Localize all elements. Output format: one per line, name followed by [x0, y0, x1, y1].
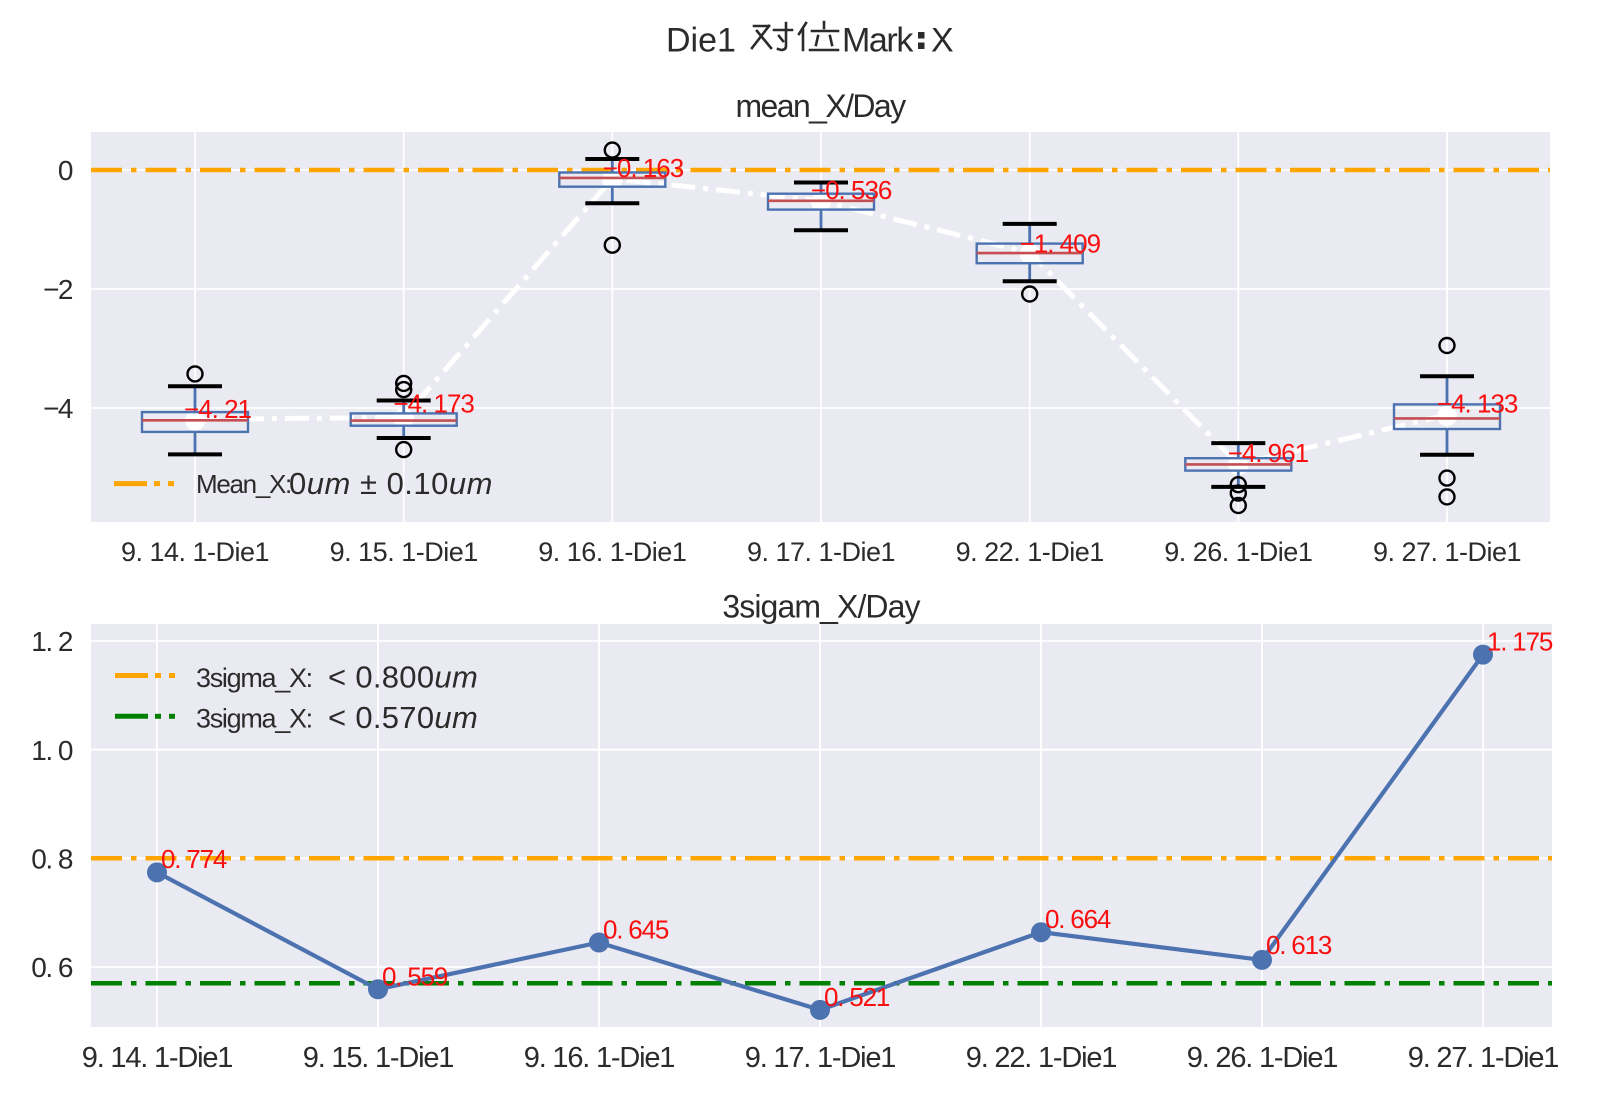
svg-text:9. 22. 1-Die1: 9. 22. 1-Die1 [956, 537, 1104, 567]
svg-text:< 0.570um: < 0.570um [328, 700, 478, 735]
svg-text:0. 8: 0. 8 [31, 844, 73, 875]
svg-text:−2: −2 [43, 274, 73, 305]
svg-text:3sigma_X:: 3sigma_X: [196, 704, 312, 734]
svg-text:1. 2: 1. 2 [31, 626, 73, 657]
svg-text:9. 17. 1-Die1: 9. 17. 1-Die1 [747, 537, 895, 567]
svg-text:3sigam_X/Day: 3sigam_X/Day [722, 589, 920, 625]
svg-text:Mark: Mark [842, 22, 914, 60]
svg-text:X: X [931, 22, 954, 60]
svg-text:9. 15. 1-Die1: 9. 15. 1-Die1 [303, 1042, 454, 1074]
svg-text:0. 559: 0. 559 [382, 961, 448, 991]
svg-text:0um ± 0.10um: 0um ± 0.10um [289, 466, 493, 501]
svg-text:−1. 409: −1. 409 [1020, 229, 1101, 259]
svg-text:< 0.800um: < 0.800um [328, 660, 478, 695]
svg-text:0: 0 [58, 155, 73, 186]
svg-text:0. 664: 0. 664 [1045, 904, 1111, 934]
svg-text:−0. 163: −0. 163 [603, 153, 684, 183]
svg-text:9. 14. 1-Die1: 9. 14. 1-Die1 [121, 537, 269, 567]
svg-text:9. 14. 1-Die1: 9. 14. 1-Die1 [82, 1042, 233, 1074]
svg-text:−4. 961: −4. 961 [1228, 438, 1309, 468]
svg-text:0. 613: 0. 613 [1266, 930, 1332, 960]
svg-text:9. 26. 1-Die1: 9. 26. 1-Die1 [1187, 1042, 1338, 1074]
svg-text:9. 26. 1-Die1: 9. 26. 1-Die1 [1164, 537, 1312, 567]
svg-text:mean_X/Day: mean_X/Day [736, 88, 907, 124]
svg-text:−4. 21: −4. 21 [184, 394, 252, 424]
svg-text:1. 0: 1. 0 [31, 735, 73, 766]
svg-text:9. 16. 1-Die1: 9. 16. 1-Die1 [524, 1042, 675, 1074]
svg-text:0. 6: 0. 6 [31, 952, 73, 983]
svg-text:Die1: Die1 [666, 22, 736, 60]
svg-text:−0. 536: −0. 536 [811, 175, 892, 205]
svg-text:0. 645: 0. 645 [603, 915, 669, 945]
svg-text:9. 22. 1-Die1: 9. 22. 1-Die1 [966, 1042, 1117, 1074]
svg-text:0. 774: 0. 774 [161, 844, 227, 874]
svg-text:9. 27. 1-Die1: 9. 27. 1-Die1 [1408, 1042, 1559, 1074]
svg-text:9. 17. 1-Die1: 9. 17. 1-Die1 [745, 1042, 896, 1074]
svg-text:9. 15. 1-Die1: 9. 15. 1-Die1 [330, 537, 478, 567]
svg-text:9. 27. 1-Die1: 9. 27. 1-Die1 [1373, 537, 1521, 567]
svg-text:−4: −4 [43, 393, 73, 424]
svg-text:9. 16. 1-Die1: 9. 16. 1-Die1 [538, 537, 686, 567]
svg-text:−4. 173: −4. 173 [393, 388, 474, 418]
svg-text:1. 175: 1. 175 [1487, 627, 1553, 657]
svg-text:−4. 133: −4. 133 [1437, 389, 1518, 419]
svg-text:0. 521: 0. 521 [824, 982, 890, 1012]
svg-text:Mean_X:: Mean_X: [196, 469, 291, 499]
svg-text:3sigma_X:: 3sigma_X: [196, 663, 312, 693]
